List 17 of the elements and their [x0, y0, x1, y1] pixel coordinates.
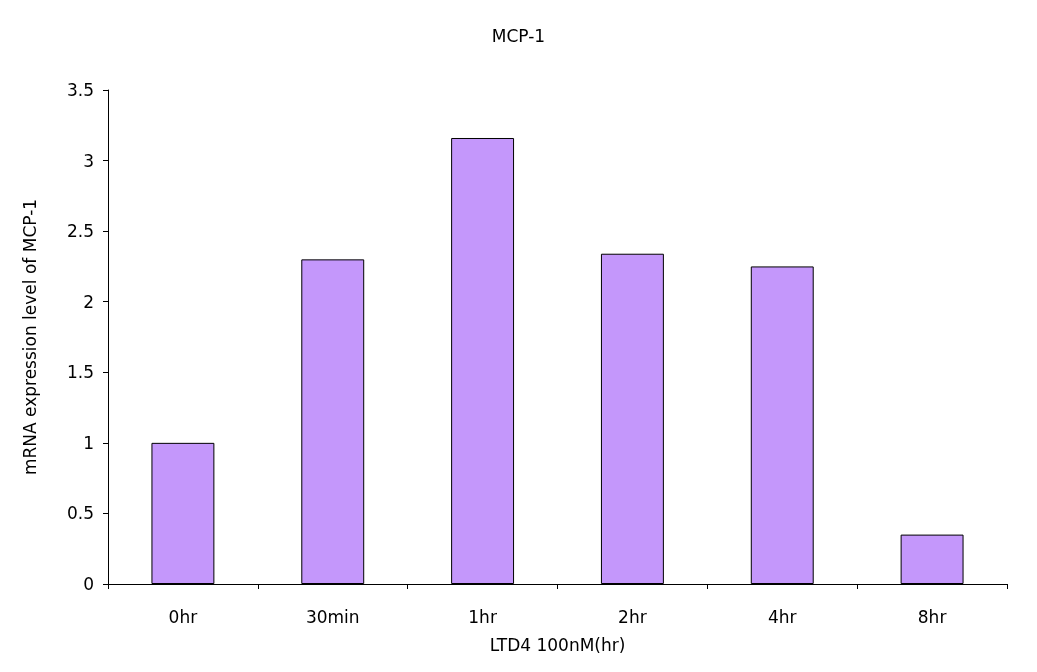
chart-title: MCP-1: [491, 25, 546, 46]
x-axis-title: LTD4 100nM(hr): [489, 634, 626, 655]
y-tick-label: 3: [83, 150, 94, 171]
y-tick-label: 0: [83, 574, 94, 594]
y-tick-label: 2: [83, 291, 94, 312]
y-tick-label: 1: [83, 432, 94, 453]
x-tick-label: 2hr: [618, 606, 647, 627]
y-tick-label: 3.5: [66, 80, 94, 100]
x-tick-label: 8hr: [917, 606, 947, 627]
x-tick-label: 30min: [305, 606, 360, 627]
y-tick-label: 2.5: [66, 221, 94, 242]
x-tick-label: 4hr: [767, 606, 797, 627]
y-tick-label: 1.5: [66, 362, 94, 383]
y-tick-label: 0.5: [66, 503, 94, 524]
x-tick-label: 0hr: [168, 606, 198, 627]
x-tick-label: 1hr: [468, 606, 497, 627]
y-axis-title: mRNA expression level of MCP-1: [19, 198, 40, 476]
